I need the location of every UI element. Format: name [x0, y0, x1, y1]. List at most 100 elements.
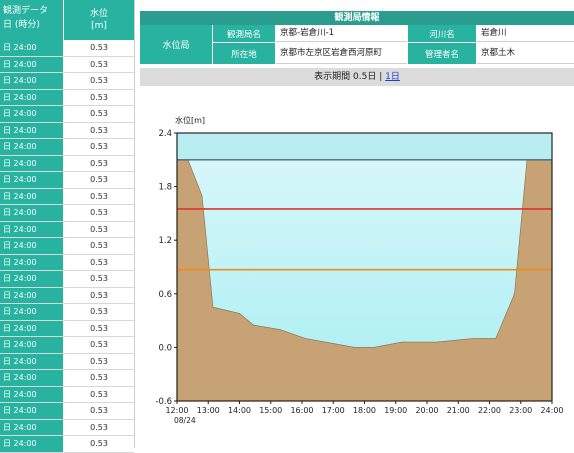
table-row: 日 24:00 0.53	[0, 419, 134, 436]
row-value: 0.53	[90, 422, 108, 432]
row-value: 0.53	[90, 389, 108, 399]
table-row: 日 24:00 0.53	[0, 436, 134, 453]
row-time: 日 24:00	[0, 238, 64, 254]
row-time: 日 24:00	[0, 287, 64, 303]
row-time: 日 24:00	[0, 320, 64, 336]
water-level-chart: 水位[m] 2.4 1.8 1.2 0.6 0.0 -0.6 12:00 13:00 14:00 1…	[140, 91, 574, 448]
station-name-value: 京都-岩倉川-1	[276, 25, 407, 42]
row-value: 0.53	[90, 373, 108, 382]
river-name-label: 河川名	[408, 25, 476, 42]
y-axis-label: 水位[m]	[175, 115, 205, 125]
row-value: 0.53	[90, 59, 108, 69]
row-time: 日 24:00	[0, 403, 64, 419]
row-value: 0.53	[90, 125, 108, 135]
header-time-cell: 観測データ 日 (時分)	[0, 0, 64, 40]
table-row: 日 24:00 0.53	[0, 172, 134, 189]
row-value: 0.53	[90, 208, 108, 217]
period-1day-link[interactable]: 1日	[385, 72, 400, 82]
table-row: 日 24:00 0.53	[0, 238, 134, 255]
row-time: 日 24:00	[0, 370, 64, 386]
x-tick-label: 23:00	[509, 406, 532, 415]
table-row: 日 24:00 0.53	[0, 221, 134, 238]
row-value: 0.53	[90, 307, 108, 316]
row-value: 0.53	[90, 323, 108, 333]
row-time: 日 24:00	[0, 73, 64, 89]
row-time: 日 24:00	[0, 271, 64, 287]
manager-value: 京都土木	[477, 43, 574, 64]
row-time: 日 24:00	[0, 56, 64, 72]
table-row: 日 24:00 0.53	[0, 287, 134, 304]
row-value: 0.53	[90, 274, 108, 283]
x-tick-label: 14:00	[228, 406, 251, 415]
x-date-label: 08/24	[174, 416, 196, 425]
location-value: 京都市左京区岩倉西河原町	[276, 43, 407, 64]
row-value: 0.53	[90, 340, 108, 349]
table-row: 日 24:00 0.53	[0, 139, 134, 156]
row-value: 0.53	[90, 158, 108, 168]
table-body: 日 24:00 0.53 日 24:00 0.53 日 24:00 0.53 日 24:00…	[0, 40, 134, 453]
station-panel: 観測局情報 水位局 観測局名 京都-岩倉川-1 河川名 岩倉川 所在地 京都市左…	[140, 11, 574, 448]
y-tick-label: 1.2	[158, 236, 172, 246]
row-time: 日 24:00	[0, 188, 64, 204]
observation-data-table: 観測データ 日 (時分) 水位 [m] 日 24:00 0.53 日 24:00 0.…	[0, 0, 135, 453]
chart-svg: 水位[m]2.4 1.8 1.2 0.6 0.0 -0.612:00 13:00 14:00 1…	[140, 91, 574, 448]
table-row: 日 24:00 0.53	[0, 56, 134, 73]
table-row: 日 24:00 0.53	[0, 271, 134, 288]
table-row: 日 24:00 0.53	[0, 337, 134, 354]
table-row: 日 24:00 0.53	[0, 386, 134, 403]
x-tick-label: 21:00	[447, 406, 470, 415]
row-time: 日 24:00	[0, 419, 64, 435]
x-tick-label: 22:00	[478, 406, 501, 415]
row-time: 日 24:00	[0, 353, 64, 369]
table-row: 日 24:00 0.53	[0, 403, 134, 420]
x-tick-label: 16:00	[290, 406, 313, 415]
x-tick-label: 17:00	[322, 406, 345, 415]
table-row: 日 24:00 0.53	[0, 320, 134, 337]
header-time-label: 観測データ	[3, 6, 49, 16]
chart-top-band	[177, 133, 552, 160]
table-row: 日 24:00 0.53	[0, 353, 134, 370]
row-value: 0.53	[90, 224, 108, 234]
row-value: 0.53	[90, 142, 108, 151]
row-time: 日 24:00	[0, 122, 64, 138]
row-time: 日 24:00	[0, 386, 64, 402]
row-time: 日 24:00	[0, 304, 64, 320]
header-value-label: 水位	[89, 9, 108, 19]
river-name-value: 岩倉川	[477, 25, 574, 42]
row-value: 0.53	[90, 406, 108, 415]
row-value: 0.53	[90, 76, 108, 85]
row-time: 日 24:00	[0, 205, 64, 221]
table-header: 観測データ 日 (時分) 水位 [m]	[0, 0, 134, 40]
x-tick-label: 12:00	[165, 406, 188, 415]
table-row: 日 24:00 0.53	[0, 304, 134, 321]
header-value-cell: 水位 [m]	[64, 0, 134, 40]
table-row: 日 24:00 0.53	[0, 89, 134, 106]
period-current: 0.5日	[353, 72, 377, 82]
x-tick-label: 18:00	[353, 406, 376, 415]
table-row: 日 24:00 0.53	[0, 73, 134, 90]
row-time: 日 24:00	[0, 254, 64, 270]
y-tick-label: 0.0	[158, 343, 172, 353]
row-time: 日 24:00	[0, 139, 64, 155]
row-value: 0.53	[90, 356, 108, 366]
station-info-title: 観測局情報	[140, 11, 574, 25]
x-tick-label: 20:00	[415, 406, 438, 415]
table-row: 日 24:00 0.53	[0, 254, 134, 271]
table-row: 日 24:00 0.53	[0, 205, 134, 222]
x-tick-label: 19:00	[384, 406, 407, 415]
row-time: 日 24:00	[0, 106, 64, 122]
y-tick-label: 1.8	[158, 183, 172, 193]
table-row: 日 24:00 0.53	[0, 188, 134, 205]
row-value: 0.53	[90, 92, 108, 102]
period-label: 表示期間	[314, 72, 351, 82]
row-value: 0.53	[90, 109, 108, 118]
row-value: 0.53	[90, 257, 108, 267]
y-tick-label: 0.6	[158, 290, 172, 300]
row-value: 0.53	[90, 191, 108, 201]
display-period-bar: 表示期間 0.5日 | 1日	[140, 68, 574, 86]
table-row: 日 24:00 0.53	[0, 370, 134, 387]
row-value: 0.53	[90, 290, 108, 300]
x-tick-label: 15:00	[259, 406, 282, 415]
row-value: 0.53	[90, 175, 108, 184]
header-value-unit: [m]	[91, 21, 107, 31]
